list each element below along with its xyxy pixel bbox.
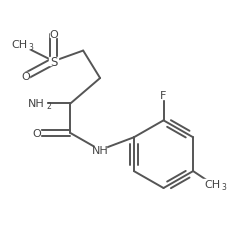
Bar <box>49 58 58 66</box>
Text: NH: NH <box>92 145 108 155</box>
Text: NH: NH <box>28 99 45 109</box>
Text: O: O <box>49 30 58 39</box>
Text: CH: CH <box>204 179 220 189</box>
Text: F: F <box>160 91 167 101</box>
Text: O: O <box>22 72 30 82</box>
Bar <box>33 130 40 137</box>
Text: S: S <box>50 55 57 68</box>
Bar <box>201 180 223 188</box>
Text: 2: 2 <box>47 102 52 111</box>
Bar <box>9 41 30 49</box>
Bar <box>94 146 106 154</box>
Bar <box>161 92 166 99</box>
Bar <box>50 31 57 38</box>
Bar <box>27 100 46 108</box>
Text: 3: 3 <box>221 182 226 191</box>
Text: 3: 3 <box>29 43 34 52</box>
Text: O: O <box>32 128 41 138</box>
Bar <box>23 73 29 80</box>
Text: CH: CH <box>12 40 28 50</box>
